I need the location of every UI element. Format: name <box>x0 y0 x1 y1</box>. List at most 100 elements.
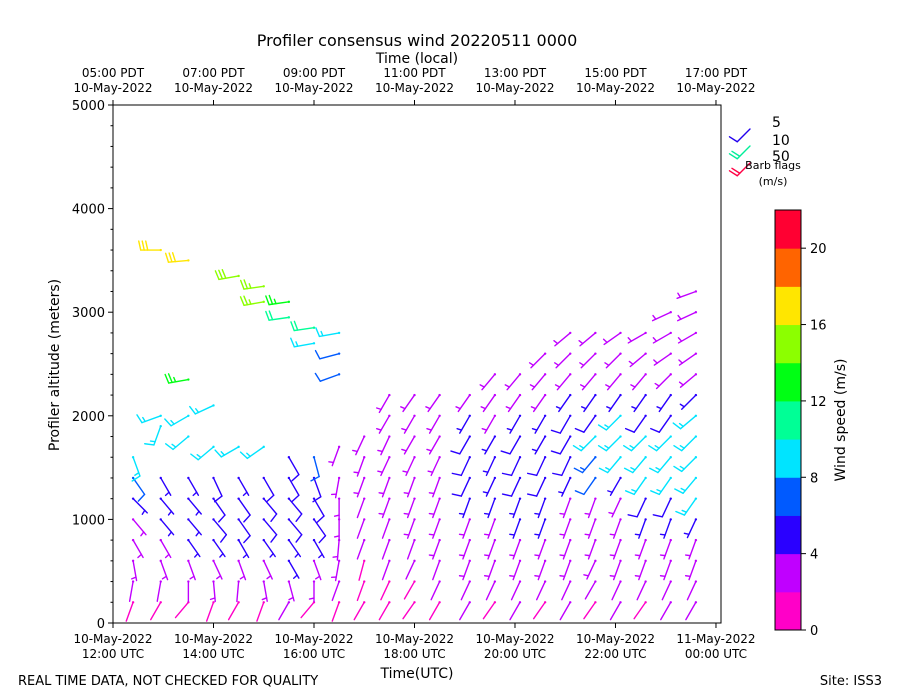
barb-base <box>619 435 622 438</box>
barb-full-flag <box>574 490 585 496</box>
barb-full-flag <box>597 445 608 452</box>
wind-barb <box>530 394 546 413</box>
barb-base <box>262 559 265 563</box>
barb-full-flag <box>164 418 172 427</box>
barb-staff <box>237 518 251 537</box>
wind-barb <box>132 518 147 537</box>
barb-base <box>212 476 215 480</box>
y-tick-label: 3000 <box>72 306 105 321</box>
barb-full-flag <box>243 535 251 544</box>
wind-barb <box>136 414 162 424</box>
barb-base <box>337 352 341 355</box>
barb-half-flag <box>678 359 684 364</box>
wind-barb <box>205 601 215 622</box>
barb-full-flag <box>314 372 322 382</box>
barb-base <box>159 476 162 480</box>
barb-staff <box>510 580 521 601</box>
barb-base <box>159 601 162 604</box>
barb-base <box>619 497 622 500</box>
wind-barb <box>428 477 441 498</box>
barb-base <box>569 518 572 521</box>
x-tick-label: 00:00 UTC <box>685 647 747 661</box>
barb-half-flag <box>294 552 300 558</box>
barb-staff <box>686 580 697 601</box>
wind-barb <box>380 580 391 601</box>
barb-base <box>468 456 471 459</box>
barb-half-flag <box>239 575 245 580</box>
wind-barb <box>214 268 240 281</box>
barb-base <box>212 601 215 604</box>
wind-barb <box>237 518 251 544</box>
wind-barb <box>679 394 697 410</box>
barb-half-flag <box>580 406 587 410</box>
wind-barb <box>509 560 521 581</box>
barb-base <box>644 518 647 521</box>
colorbar-tick-label: 20 <box>810 242 827 257</box>
barb-full-flag <box>138 240 142 251</box>
wind-barb <box>654 373 672 390</box>
barb-full-flag <box>316 515 325 523</box>
barb-base <box>159 414 162 417</box>
wind-barb <box>300 601 315 619</box>
wind-barb <box>634 560 647 581</box>
barb-staff <box>559 601 571 621</box>
barb-half-flag <box>170 419 175 425</box>
barb-half-flag <box>579 467 586 471</box>
wind-barb <box>401 415 416 434</box>
barb-staff <box>460 456 471 477</box>
wind-barb <box>451 456 471 477</box>
barb-base <box>287 316 291 319</box>
barb-base <box>619 414 622 417</box>
barb-base <box>594 559 597 563</box>
barb-half-flag <box>167 510 173 516</box>
barb-staff <box>313 477 322 498</box>
barb-base <box>413 435 416 438</box>
barb-base <box>212 518 215 521</box>
barb-full-flag <box>550 450 561 455</box>
wind-barb <box>656 394 672 413</box>
barb-staff <box>509 435 521 455</box>
legend-title: Barb flags <box>745 159 801 172</box>
barb-base <box>237 497 240 500</box>
wind-barb <box>174 601 190 619</box>
barb-staff <box>459 601 471 621</box>
wind-barb <box>165 435 190 451</box>
barb-base <box>438 414 441 417</box>
barb-base <box>493 518 497 521</box>
barb-staff <box>263 497 278 515</box>
wind-barb <box>403 497 416 519</box>
barb-full-flag <box>145 240 149 251</box>
barb-full-flag <box>218 514 226 523</box>
barb-half-flag <box>458 554 465 557</box>
barb-full-flag <box>627 514 638 518</box>
wind-barb <box>261 580 268 602</box>
barb-half-flag <box>509 533 516 536</box>
wind-barb <box>426 435 441 455</box>
barb-half-flag <box>425 406 431 410</box>
barb-half-flag <box>634 575 641 578</box>
barb-half-flag <box>216 575 222 580</box>
barb-base <box>569 538 572 542</box>
barb-base <box>413 393 416 397</box>
wind-barb <box>584 518 597 539</box>
barb-base <box>518 518 522 521</box>
barb-half-flag <box>131 576 137 580</box>
wind-barb <box>164 252 190 263</box>
barb-base <box>262 538 265 542</box>
wind-barb <box>356 539 365 560</box>
barb-base <box>644 456 647 459</box>
wind-barb <box>290 337 315 348</box>
wind-barb <box>190 446 215 461</box>
barb-base <box>493 393 497 397</box>
barb-base <box>187 378 190 381</box>
barb-half-flag <box>679 465 685 470</box>
barb-base <box>543 352 547 355</box>
barb-half-flag <box>401 448 407 452</box>
barb-full-flag <box>141 240 145 251</box>
barb-half-flag <box>579 362 585 367</box>
barb-base <box>413 580 416 583</box>
wind-barb <box>263 560 273 580</box>
barb-staff <box>485 580 496 601</box>
wind-barb <box>212 477 223 503</box>
barb-base <box>569 393 572 397</box>
